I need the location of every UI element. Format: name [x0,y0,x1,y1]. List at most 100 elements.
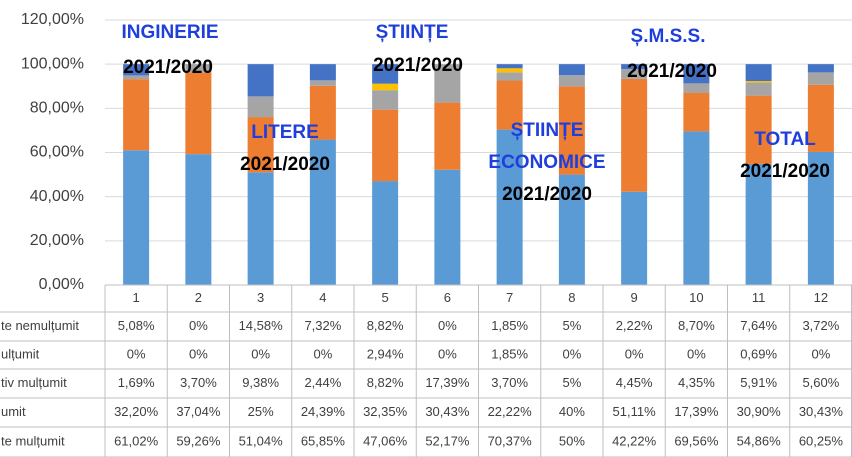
bar-segment [309,64,336,81]
data-label: 8,82% [367,318,404,333]
legend-label: ulțumit [1,346,40,361]
bar-segment [745,81,772,83]
data-label: 70,37% [488,433,533,448]
data-label: 0% [687,346,706,361]
bar-segment [309,139,336,285]
bar-segment [309,85,336,140]
data-label: 8,82% [367,375,404,390]
bar-segment [558,75,585,87]
bar-segment [123,64,150,76]
bar-segment [372,109,399,182]
annotation: 2021/2020 [373,55,463,76]
x-tick-label: 10 [689,290,703,305]
data-label: 0% [438,346,457,361]
data-label: 47,06% [363,433,408,448]
bar-segment [683,83,710,93]
data-label: 7,32% [304,318,341,333]
data-label: 9,38% [242,375,279,390]
data-label: 0% [562,346,581,361]
annotation: 2021/2020 [123,57,213,78]
data-label: 30,90% [737,404,782,419]
annotation: 2021/2020 [240,154,330,175]
data-label: 32,35% [363,404,408,419]
x-tick-label: 2 [195,290,202,305]
data-label: 51,04% [239,433,284,448]
data-label: 1,85% [491,346,528,361]
data-label: 0% [251,346,270,361]
bar-segment [434,64,461,103]
data-label: 2,94% [367,346,404,361]
y-tick-label: 80,00% [30,100,84,117]
data-label: 2,44% [304,375,341,390]
data-label: 69,56% [674,433,719,448]
data-label: 7,64% [740,318,777,333]
data-label: 5% [562,375,581,390]
data-label: 2,22% [616,318,653,333]
data-label: 52,17% [425,433,470,448]
bar-segment [496,129,523,285]
y-tick-label: 60,00% [30,144,84,161]
x-tick-label: 9 [631,290,638,305]
data-label: 25% [248,404,274,419]
bar-segment [558,86,585,175]
data-label: 5% [562,318,581,333]
data-label: 17,39% [425,375,470,390]
bar-segment [496,68,523,73]
x-tick-label: 6 [444,290,451,305]
bar-segment [434,169,461,285]
data-label: 65,85% [301,433,346,448]
bar-segment [372,64,399,84]
data-label: 14,58% [239,318,284,333]
bar-segment [807,72,834,85]
bar-segment [683,92,710,132]
bar-segment [745,82,772,96]
bar-segment [372,181,399,285]
data-label: 0,69% [740,346,777,361]
data-label: 0% [313,346,332,361]
annotation: ECONOMICE [488,152,605,173]
data-label: 1,85% [491,318,528,333]
data-label: 4,45% [616,375,653,390]
bar-segment [496,64,523,69]
bar-segment [621,78,648,192]
bar-segment [807,84,834,152]
data-label: 3,70% [491,375,528,390]
data-label: 51,11% [613,404,657,419]
data-label: 5,91% [740,375,777,390]
bar-segment [558,174,585,285]
x-tick-label: 12 [814,290,828,305]
bar-segment [621,69,648,79]
x-tick-label: 5 [382,290,389,305]
bar-segment [185,72,212,155]
bar-segment [434,102,461,170]
bar-segment [621,64,648,70]
data-label: 0% [625,346,644,361]
data-label: 61,02% [114,433,159,448]
y-tick-label: 0,00% [39,276,84,293]
annotation: 2021/2020 [627,61,717,82]
bar-segment [185,154,212,285]
data-label: 60,25% [799,433,844,448]
bar-segment [123,75,150,80]
annotation: TOTAL [754,129,816,150]
data-label: 22,22% [488,404,533,419]
legend-label: te nemulțumit [1,318,79,333]
bar-segment [745,163,772,285]
x-tick-label: 11 [752,290,766,305]
data-label: 0% [189,318,208,333]
annotation: 2021/2020 [502,184,592,205]
data-label: 8,70% [678,318,715,333]
y-tick-label: 20,00% [30,232,84,249]
bar-segment [558,64,585,76]
data-label: 30,43% [799,404,844,419]
legend-label: te mulțumit [1,433,65,448]
bar-segment [807,64,834,73]
data-label: 32,20% [114,404,159,419]
data-label: 59,26% [176,433,221,448]
data-label: 54,86% [737,433,782,448]
bar-segment [496,80,523,130]
x-tick-label: 7 [506,290,513,305]
data-label: 5,08% [118,318,155,333]
bar-segment [372,83,399,91]
